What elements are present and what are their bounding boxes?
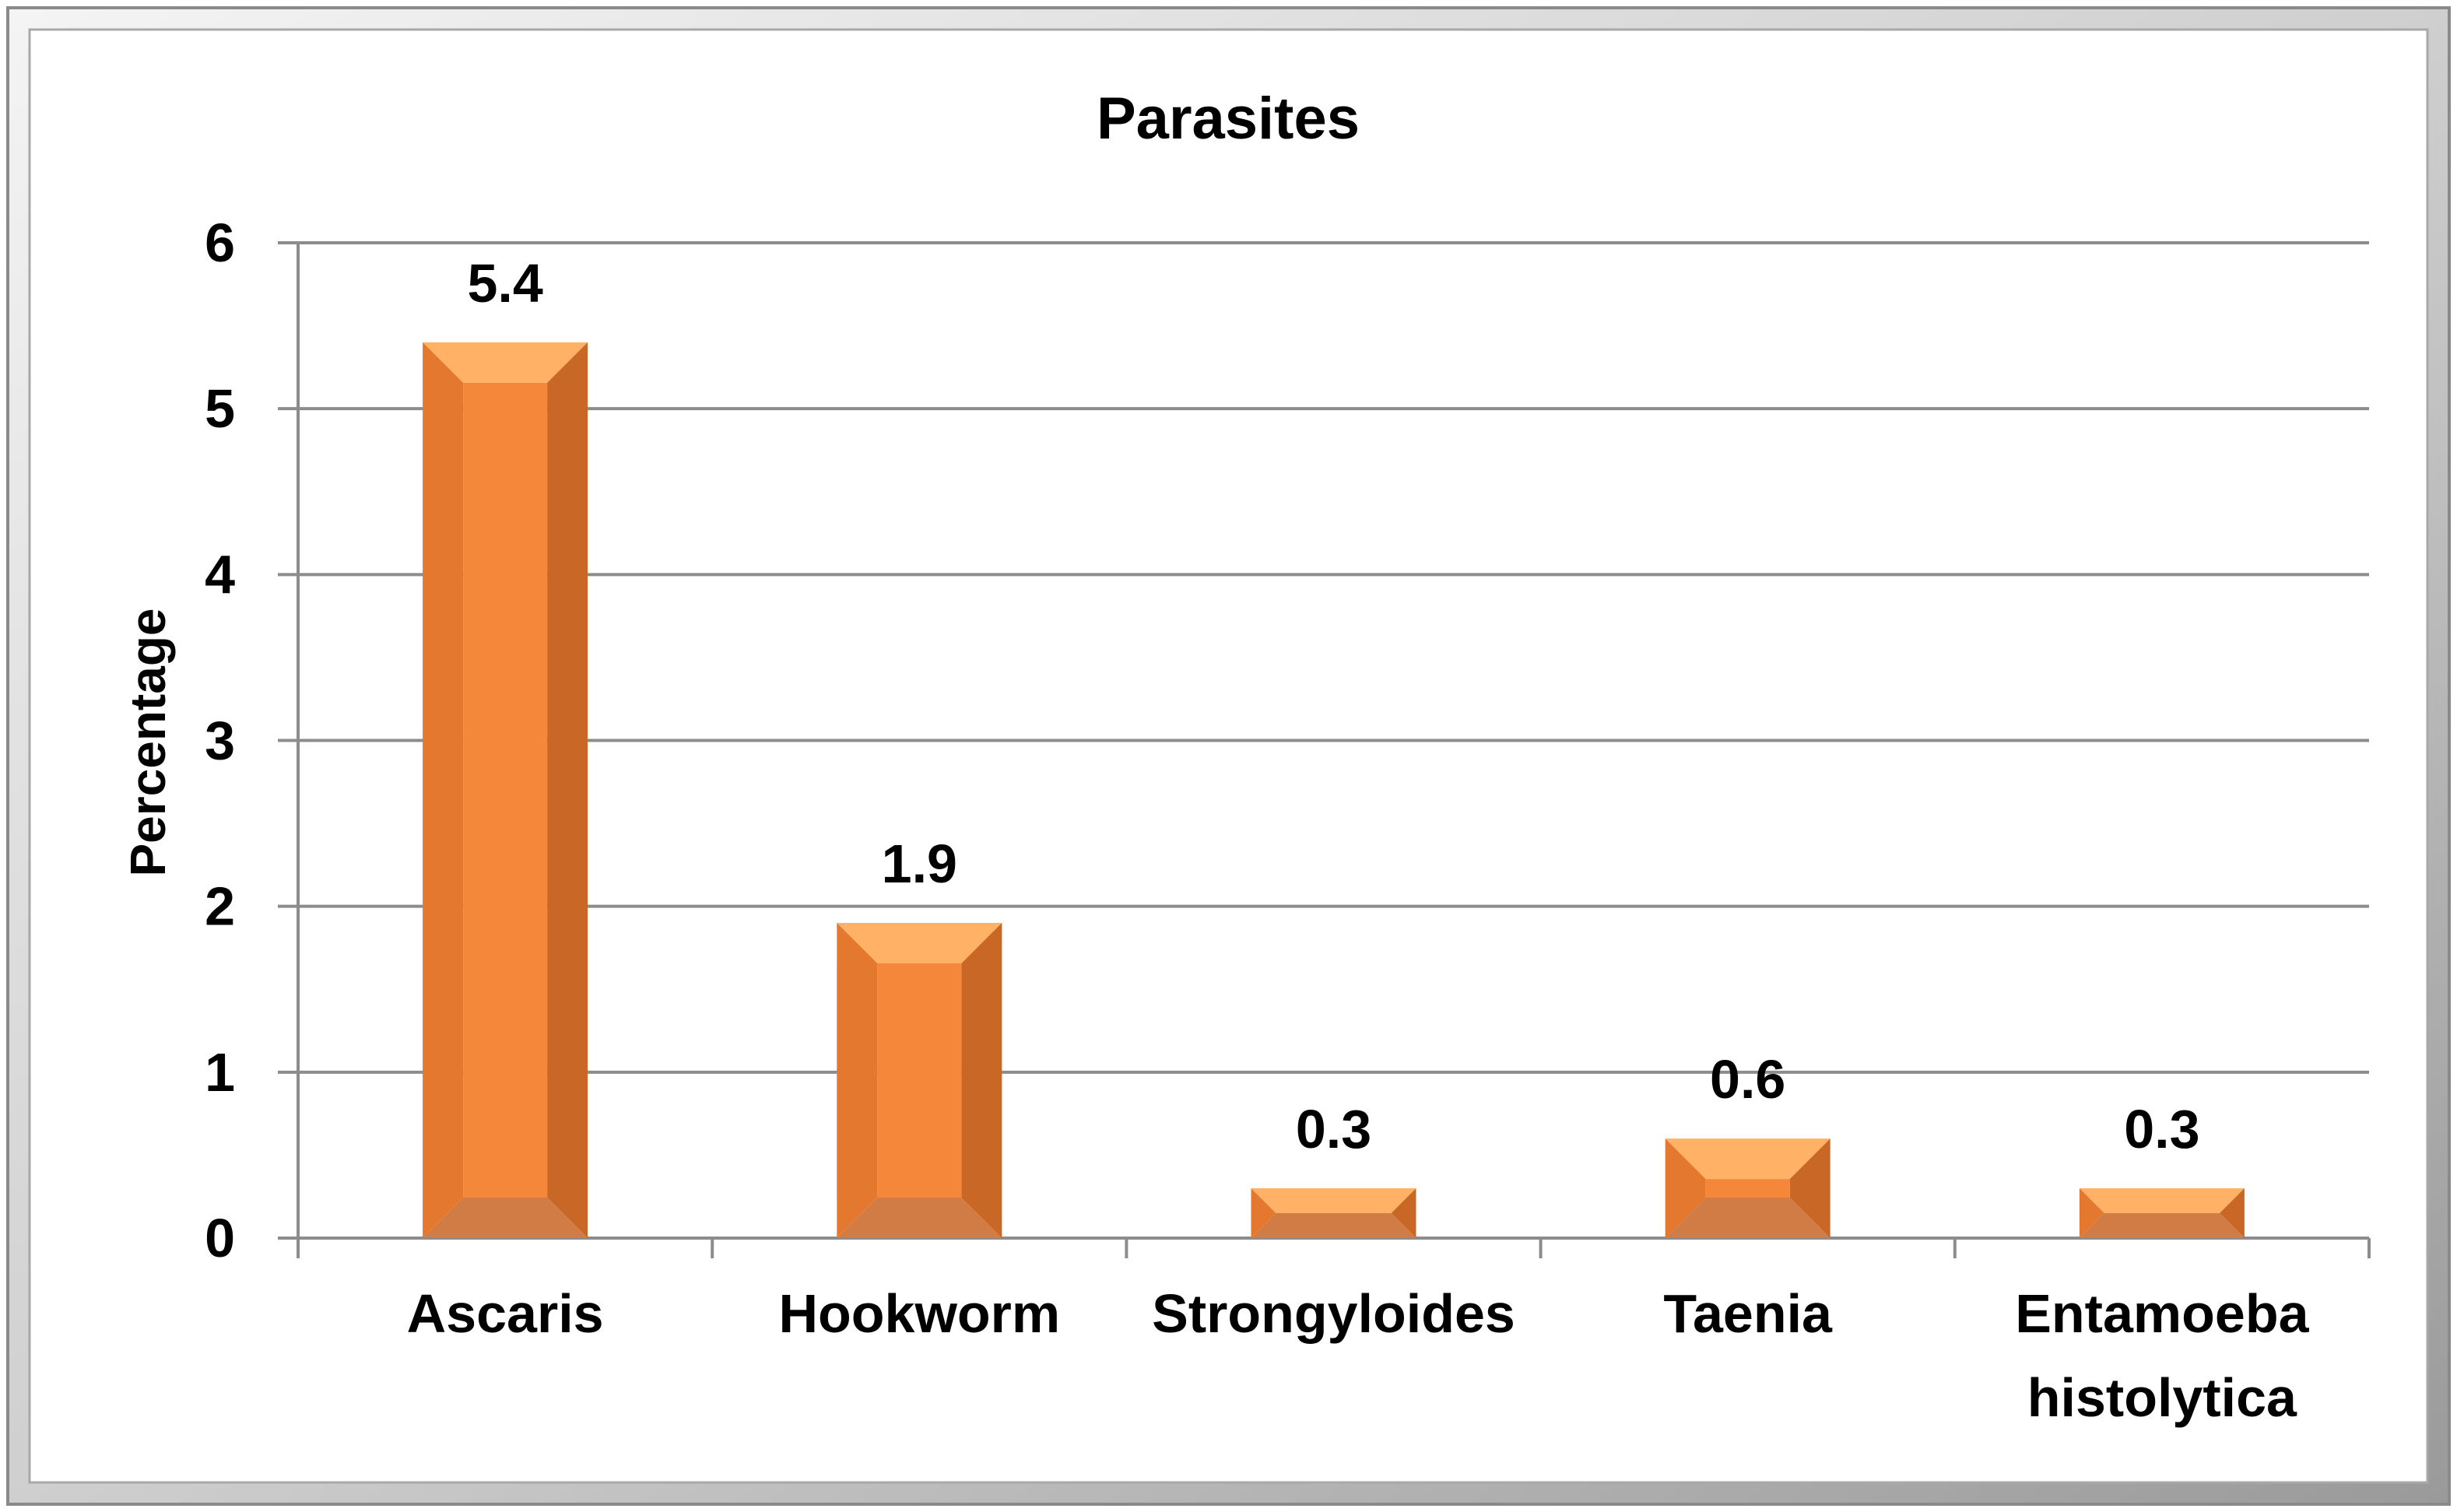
- bar-bevel-bottom: [837, 1198, 1002, 1238]
- bar-bevel-top: [2079, 1188, 2245, 1214]
- bar-hookworm: [837, 922, 1002, 1238]
- frame-inner: [28, 28, 2429, 1484]
- data-label: 1.9: [882, 833, 957, 894]
- x-category-label: Hookworm: [778, 1283, 1060, 1344]
- bar-bevel-bottom: [1251, 1213, 1416, 1238]
- bar-bevel-bottom: [423, 1198, 588, 1238]
- y-tick-label: 5: [205, 378, 235, 439]
- bar-ascaris: [423, 342, 588, 1238]
- bars: [423, 342, 2245, 1238]
- bar-bevel-right: [1789, 1138, 1830, 1238]
- bar-bevel-right: [2219, 1188, 2245, 1238]
- bar-bevel-top: [1665, 1138, 1830, 1180]
- y-tick-label: 1: [205, 1042, 235, 1103]
- y-axis-label: Percentage: [120, 608, 176, 876]
- y-tick-label: 0: [205, 1208, 235, 1268]
- bar-bevel-right: [961, 922, 1002, 1238]
- bar-face: [463, 382, 548, 1198]
- x-category-label: Entamoeba: [2015, 1283, 2309, 1344]
- bar-face: [1705, 1179, 1790, 1198]
- y-tick-label: 2: [205, 876, 235, 937]
- bar-bevel-left: [2079, 1188, 2104, 1238]
- bar-taenia: [1665, 1138, 1830, 1238]
- data-label: 5.4: [467, 253, 542, 314]
- bar-bevel-top: [423, 342, 588, 383]
- bar-bevel-bottom: [1665, 1198, 1830, 1238]
- bar-face: [877, 963, 962, 1198]
- bar-bevel-left: [1665, 1138, 1706, 1238]
- bar-bevel-left: [423, 342, 464, 1238]
- bar-bevel-top: [1251, 1188, 1416, 1214]
- bar-entamoeba-histolytica: [2079, 1188, 2245, 1238]
- bar-strongyloides: [1251, 1188, 1416, 1238]
- gridlines: [278, 241, 2369, 1240]
- bar-bevel-top: [837, 922, 1002, 963]
- y-tick-label: 3: [205, 710, 235, 771]
- x-category-label: Taenia: [1663, 1283, 1833, 1344]
- labels: 0 1 2 3 4 5 6 5.4 Ascaris 1.9 Hookworm 0.3 Strongylo…: [205, 212, 2310, 1428]
- bar-bevel-left: [837, 922, 878, 1238]
- data-label: 0.6: [1710, 1049, 1785, 1110]
- x-category-label: Strongyloides: [1152, 1283, 1515, 1344]
- bar-bevel-right: [547, 342, 588, 1238]
- data-label: 0.3: [2124, 1099, 2199, 1159]
- y-tick-label: 6: [205, 212, 235, 273]
- data-label: 0.3: [1296, 1099, 1371, 1159]
- x-category-label: Ascaris: [407, 1283, 604, 1344]
- bar-bevel-bottom: [2079, 1213, 2245, 1238]
- y-tick-label: 4: [205, 544, 235, 605]
- chart-title: Parasites: [1097, 86, 1360, 152]
- chart-border: [6, 6, 2451, 1506]
- bar-bevel-left: [1251, 1188, 1276, 1238]
- bar-bevel-right: [1391, 1188, 1416, 1238]
- x-category-label: histolytica: [2027, 1367, 2297, 1428]
